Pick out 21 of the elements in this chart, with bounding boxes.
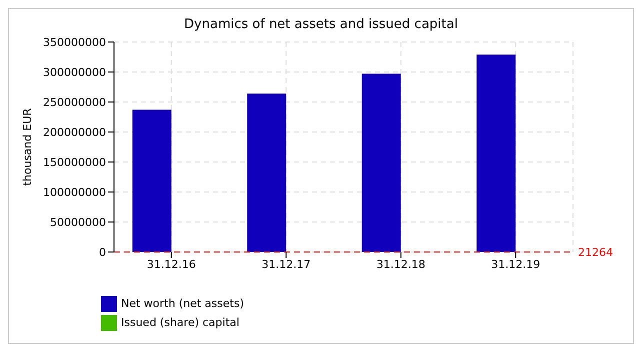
legend-label: Net worth (net assets) xyxy=(121,297,244,310)
legend-label: Issued (share) capital xyxy=(121,316,240,329)
y-tick-label: 0 xyxy=(99,246,106,259)
x-tick-label: 31.12.17 xyxy=(262,258,311,271)
y-tick-label: 150000000 xyxy=(43,156,106,169)
y-tick-label: 350000000 xyxy=(43,36,106,49)
y-tick-label: 250000000 xyxy=(43,96,106,109)
y-axis-title: thousand EUR xyxy=(20,108,34,186)
y-tick-label: 100000000 xyxy=(43,186,106,199)
ref-line-label: 21264 xyxy=(578,246,613,259)
y-tick-label: 50000000 xyxy=(50,216,106,229)
x-tick-label: 31.12.16 xyxy=(146,258,196,271)
bar xyxy=(476,54,516,252)
bar xyxy=(132,110,172,252)
x-tick-label: 31.12.19 xyxy=(491,258,540,271)
y-tick-label: 200000000 xyxy=(43,126,106,139)
bar xyxy=(362,74,401,252)
chart-title: Dynamics of net assets and issued capital xyxy=(183,17,459,32)
x-tick-label: 31.12.18 xyxy=(376,258,426,271)
bar xyxy=(247,94,286,252)
y-tick-label: 300000000 xyxy=(43,66,106,79)
